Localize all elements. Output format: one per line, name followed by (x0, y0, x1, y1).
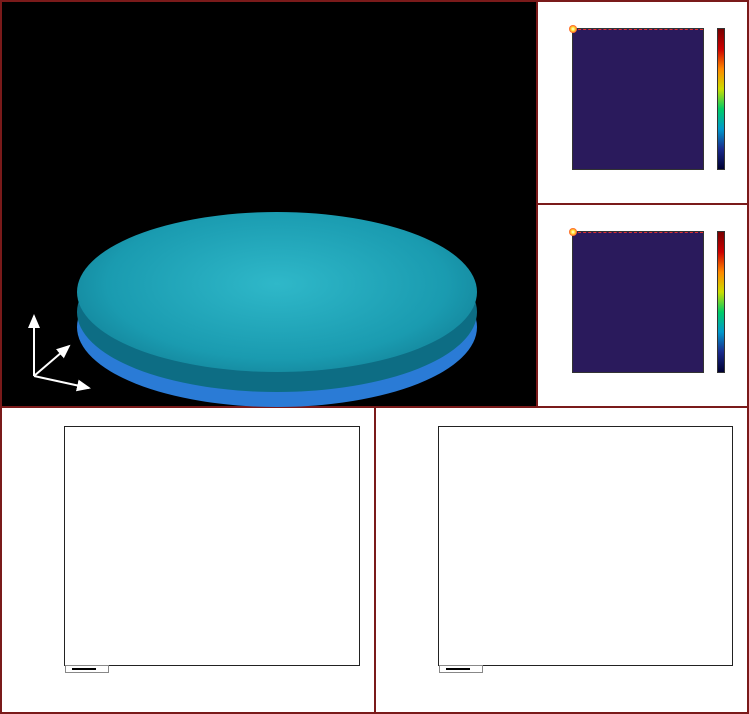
panel-b-heatmap (572, 28, 704, 170)
panel-c (538, 205, 747, 406)
panel-a (2, 2, 538, 406)
figure-panel (0, 0, 749, 714)
panel-b-colorbar (717, 28, 725, 170)
top-row (2, 2, 747, 408)
panel-b-colorbar-ticks (725, 28, 743, 170)
panel-b-yaxis (544, 28, 572, 170)
panel-e (376, 408, 748, 712)
panel-b (538, 2, 747, 205)
panel-b-xaxis (572, 171, 704, 199)
panel-e-legend (439, 665, 483, 673)
metasurface-render (52, 32, 502, 382)
panel-e-yticks (406, 426, 436, 666)
panel-d-legend (65, 665, 109, 673)
panel-c-colorbar (717, 231, 725, 373)
panel-c-xaxis (572, 374, 704, 402)
panel-c-colorbar-ticks (725, 231, 743, 373)
panel-c-heatmap (572, 231, 704, 373)
axes-indicator (14, 306, 104, 396)
panel-d-plot (64, 426, 360, 666)
right-column (538, 2, 747, 406)
panel-d (2, 408, 376, 712)
panel-c-yaxis (544, 231, 572, 373)
bottom-row (2, 408, 747, 712)
panel-e-plot (438, 426, 734, 666)
panel-d-yticks (32, 426, 62, 666)
